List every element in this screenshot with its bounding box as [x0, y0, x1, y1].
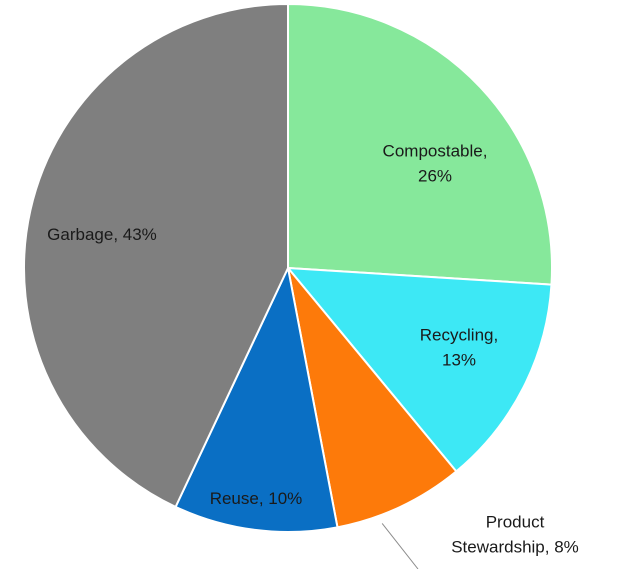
pie-slice-reuse	[174, 267, 339, 533]
slice-label-compostable: Compostable, 26%	[383, 142, 488, 186]
leader-lines	[381, 523, 419, 569]
pie-slices	[23, 3, 553, 533]
pie-slice-compostable	[287, 3, 553, 286]
slice-labels: Compostable, 26% Recycling, 13% Product Stewa…	[47, 142, 579, 557]
slice-label-reuse: Reuse, 10%	[210, 489, 303, 508]
slice-label-garbage: Garbage, 43%	[47, 225, 157, 244]
pie-slice-recycling	[287, 267, 553, 473]
leader-line-product-stewardship	[381, 523, 419, 569]
slice-label-product-stewardship: Product Stewardship, 8%	[451, 513, 579, 557]
pie-slice-garbage	[23, 3, 289, 508]
pie-slice-product-stewardship	[287, 267, 458, 529]
slice-label-recycling: Recycling, 13%	[420, 326, 498, 370]
